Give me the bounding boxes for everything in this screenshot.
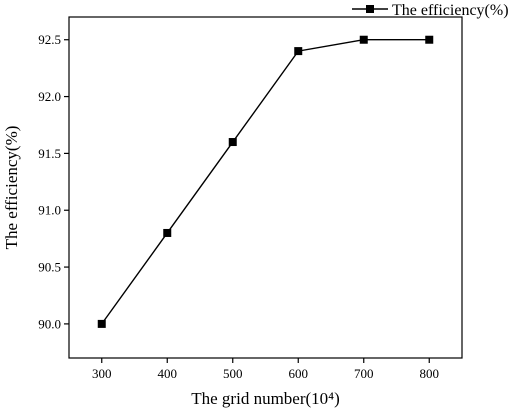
data-point-marker	[425, 35, 434, 44]
x-tick-label: 800	[420, 366, 440, 381]
y-tick-label: 91.0	[38, 203, 61, 218]
data-point-marker	[228, 138, 237, 147]
y-axis-ticks: 90.0 90.5 91.0 91.5 92.0 92.5	[38, 32, 69, 331]
x-axis-ticks: 300 400 500 600 700 800	[92, 358, 439, 381]
y-tick-label: 90.5	[38, 260, 61, 275]
x-tick-label: 400	[158, 366, 178, 381]
series-layer	[97, 35, 434, 328]
legend-square-marker	[366, 5, 374, 13]
y-tick-label: 92.5	[38, 32, 61, 47]
plot-area	[68, 16, 463, 359]
data-point-marker	[97, 319, 106, 328]
plot-frame	[68, 16, 463, 359]
x-tick-label: 600	[289, 366, 309, 381]
y-tick-label: 90.0	[38, 316, 61, 331]
y-tick-label: 92.0	[38, 89, 61, 104]
x-tick-label: 700	[354, 366, 374, 381]
data-point-marker	[359, 35, 368, 44]
y-axis-title: The efficiency(%)	[2, 126, 21, 250]
data-point-marker	[294, 47, 303, 56]
data-point-marker	[163, 228, 172, 237]
x-axis-title: The grid number(10⁴)	[191, 389, 340, 408]
legend: The efficiency(%)	[352, 2, 509, 19]
x-tick-label: 300	[92, 366, 112, 381]
y-tick-label: 91.5	[38, 146, 61, 161]
x-tick-label: 500	[223, 366, 243, 381]
series-line	[101, 39, 430, 325]
legend-label: The efficiency(%)	[392, 2, 509, 19]
